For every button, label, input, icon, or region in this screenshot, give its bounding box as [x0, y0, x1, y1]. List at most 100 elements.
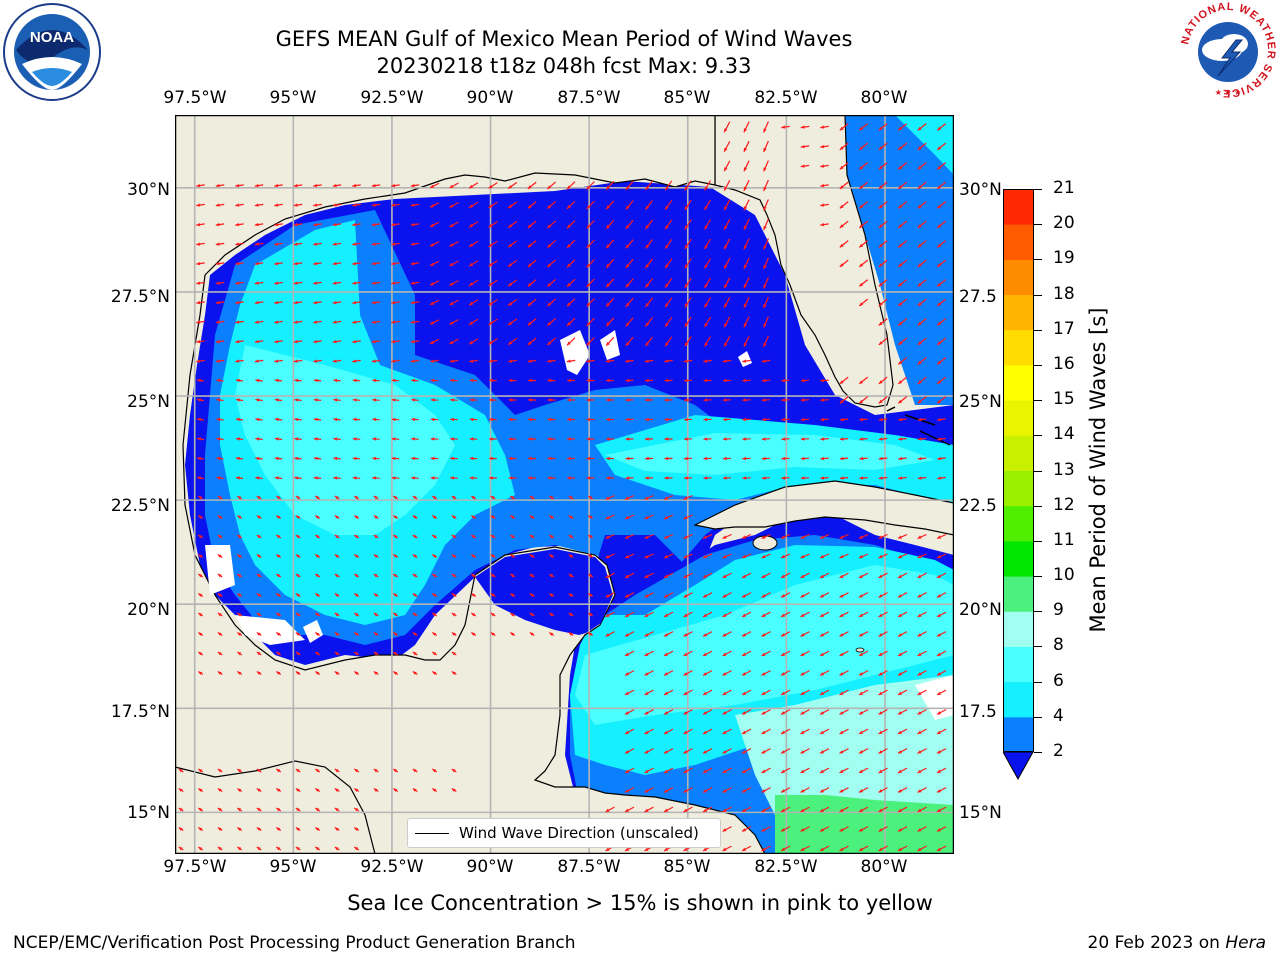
wind-arrow-head: [294, 437, 299, 441]
wind-arrow-head: [820, 672, 824, 676]
wind-arrow-head: [276, 515, 281, 519]
wind-arrow-head: [859, 476, 864, 480]
wind-arrow-head: [508, 243, 513, 248]
wind-arrow-head: [529, 593, 534, 597]
wind-arrow-head: [196, 320, 201, 324]
wind-arrow-head: [703, 808, 707, 812]
wind-arrow-head: [527, 321, 532, 326]
wind-arrow-head: [722, 535, 727, 539]
wind-arrow-head: [839, 847, 844, 851]
wind-arrow-head: [937, 456, 942, 461]
wind-arrow-head: [625, 244, 630, 249]
wind-arrow-head: [703, 437, 708, 441]
colorbar-tick-label: 16: [1053, 353, 1075, 374]
wind-arrow-head: [410, 242, 415, 246]
wind-arrow-head: [820, 828, 824, 832]
wind-arrow-head: [898, 633, 902, 637]
wind-arrow-head: [859, 594, 863, 598]
wind-arrow-head: [373, 788, 378, 792]
wind-arrow-head: [724, 284, 728, 289]
wind-arrow-head: [917, 730, 922, 734]
wind-arrow-head: [761, 378, 766, 383]
wind-arrow-head: [586, 302, 591, 307]
wind-arrow-head: [293, 261, 298, 266]
wind-arrow-head: [274, 339, 279, 344]
wind-arrow-head: [451, 652, 456, 656]
wind-arrow-head: [645, 417, 649, 422]
wind-arrow-head: [742, 769, 746, 773]
wind-arrow-head: [332, 183, 337, 188]
wind-arrow-head: [293, 300, 298, 305]
wind-arrow-head: [820, 574, 824, 578]
wind-arrow-head: [606, 378, 610, 383]
wind-arrow-head: [664, 496, 668, 500]
wind-arrow-head: [295, 554, 300, 558]
wind-arrow-head: [917, 594, 922, 598]
wind-arrow-head: [724, 323, 728, 328]
colorbar-frame: [1003, 189, 1034, 752]
wind-arrow-head: [703, 769, 707, 773]
wind-arrow-head: [471, 613, 476, 617]
wind-arrow-head: [742, 711, 746, 715]
wind-arrow-head: [898, 360, 903, 365]
wind-arrow-head: [664, 613, 668, 617]
wind-arrow-head: [198, 827, 203, 831]
wind-arrow-head: [937, 789, 941, 793]
wind-arrow-head: [371, 281, 376, 285]
wind-arrow-head: [878, 535, 883, 539]
wind-arrow-head: [295, 847, 300, 851]
wind-arrow-head: [471, 593, 476, 597]
wind-arrow-head: [508, 359, 513, 363]
lat-label: 17.5: [959, 702, 997, 722]
wind-arrow-head: [859, 750, 863, 754]
wind-arrow-head: [742, 828, 746, 832]
wind-arrow-head: [449, 359, 454, 363]
wind-arrow-head: [216, 398, 221, 402]
wind-arrow-head: [859, 847, 863, 851]
wind-arrow-head: [820, 769, 824, 773]
wind-arrow-head: [664, 808, 668, 812]
wind-arrow-head: [937, 126, 942, 131]
wind-arrow-head: [761, 730, 766, 734]
wind-arrow-head: [236, 476, 240, 480]
wind-arrow-head: [274, 261, 279, 266]
wind-arrow-head: [878, 224, 883, 228]
wind-arrow-head: [333, 437, 338, 441]
wind-arrow-head: [763, 265, 767, 269]
wind-arrow-head: [664, 652, 668, 656]
wind-arrow-head: [723, 456, 727, 461]
wind-arrow-head: [215, 242, 220, 246]
lon-label: 92.5°W: [360, 88, 424, 108]
wind-arrow-head: [724, 245, 728, 250]
wind-arrow-head: [917, 652, 922, 656]
wind-arrow-head: [937, 282, 942, 287]
wind-arrow-head: [800, 378, 805, 383]
wind-arrow-head: [412, 632, 417, 636]
wind-arrow-head: [878, 711, 883, 715]
wind-arrow-head: [937, 554, 941, 559]
wind-arrow-head: [937, 263, 942, 267]
lat-label: 15°N: [127, 803, 170, 823]
wind-arrow-head: [664, 633, 668, 637]
wind-arrow-head: [781, 750, 785, 754]
wind-arrow-head: [529, 496, 534, 500]
wind-arrow-head: [724, 128, 728, 133]
wind-arrow-head: [878, 321, 883, 326]
wind-arrow-head: [432, 496, 437, 500]
wind-arrow-head: [664, 574, 668, 578]
wind-arrow-head: [508, 437, 513, 441]
wind-arrow-head: [665, 322, 669, 327]
wind-arrow-head: [761, 672, 766, 676]
wind-arrow-head: [313, 261, 318, 266]
wind-arrow-head: [274, 203, 279, 207]
wind-arrow-head: [724, 342, 728, 347]
wind-arrow-head: [547, 476, 552, 480]
wind-arrow-head: [586, 398, 591, 402]
wind-arrow-head: [800, 828, 805, 832]
wind-arrow-head: [178, 788, 183, 792]
wind-arrow-head: [451, 554, 456, 558]
wind-arrow-head: [217, 808, 222, 812]
wind-arrow-head: [839, 243, 844, 248]
wind-arrow-head: [606, 263, 610, 268]
wind-arrow-head: [295, 496, 300, 500]
